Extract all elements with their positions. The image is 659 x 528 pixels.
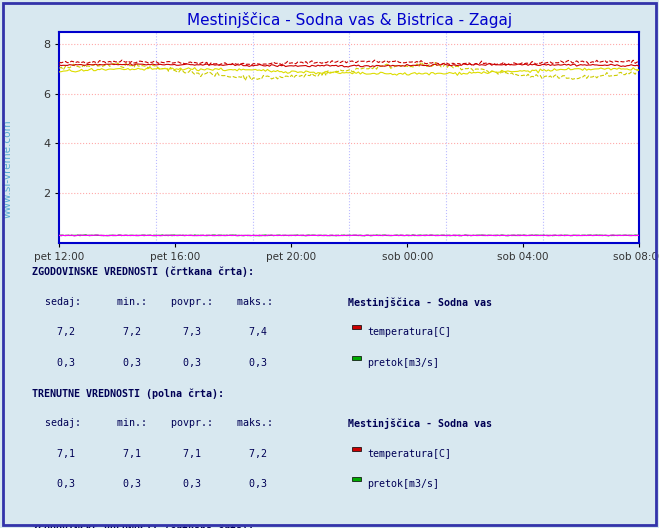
FancyBboxPatch shape xyxy=(352,355,360,360)
Text: temperatura[C]: temperatura[C] xyxy=(368,327,451,337)
FancyBboxPatch shape xyxy=(352,477,360,482)
Text: ZGODOVINSKE VREDNOSTI (črtkana črta):: ZGODOVINSKE VREDNOSTI (črtkana črta): xyxy=(32,525,254,528)
Text: TRENUTNE VREDNOSTI (polna črta):: TRENUTNE VREDNOSTI (polna črta): xyxy=(32,388,224,399)
FancyBboxPatch shape xyxy=(352,447,360,451)
Text: Mestinjščica - Sodna vas: Mestinjščica - Sodna vas xyxy=(349,418,492,429)
Title: Mestinjščica - Sodna vas & Bistrica - Zagaj: Mestinjščica - Sodna vas & Bistrica - Za… xyxy=(186,12,512,28)
Text: Mestinjščica - Sodna vas: Mestinjščica - Sodna vas xyxy=(349,297,492,308)
Text: www.si-vreme.com: www.si-vreme.com xyxy=(3,120,13,218)
Text: pretok[m3/s]: pretok[m3/s] xyxy=(368,479,440,489)
Text: ZGODOVINSKE VREDNOSTI (črtkana črta):: ZGODOVINSKE VREDNOSTI (črtkana črta): xyxy=(32,267,254,277)
Text: temperatura[C]: temperatura[C] xyxy=(368,449,451,459)
Text: 7,2        7,2       7,3        7,4: 7,2 7,2 7,3 7,4 xyxy=(57,327,268,337)
FancyBboxPatch shape xyxy=(352,325,360,329)
Text: pretok[m3/s]: pretok[m3/s] xyxy=(368,358,440,367)
Text: sedaj:      min.:    povpr.:    maks.:: sedaj: min.: povpr.: maks.: xyxy=(45,418,273,428)
Text: sedaj:      min.:    povpr.:    maks.:: sedaj: min.: povpr.: maks.: xyxy=(45,297,273,307)
Text: 7,1        7,1       7,1        7,2: 7,1 7,1 7,1 7,2 xyxy=(57,449,268,459)
Text: 0,3        0,3       0,3        0,3: 0,3 0,3 0,3 0,3 xyxy=(57,479,268,489)
Text: 0,3        0,3       0,3        0,3: 0,3 0,3 0,3 0,3 xyxy=(57,358,268,367)
